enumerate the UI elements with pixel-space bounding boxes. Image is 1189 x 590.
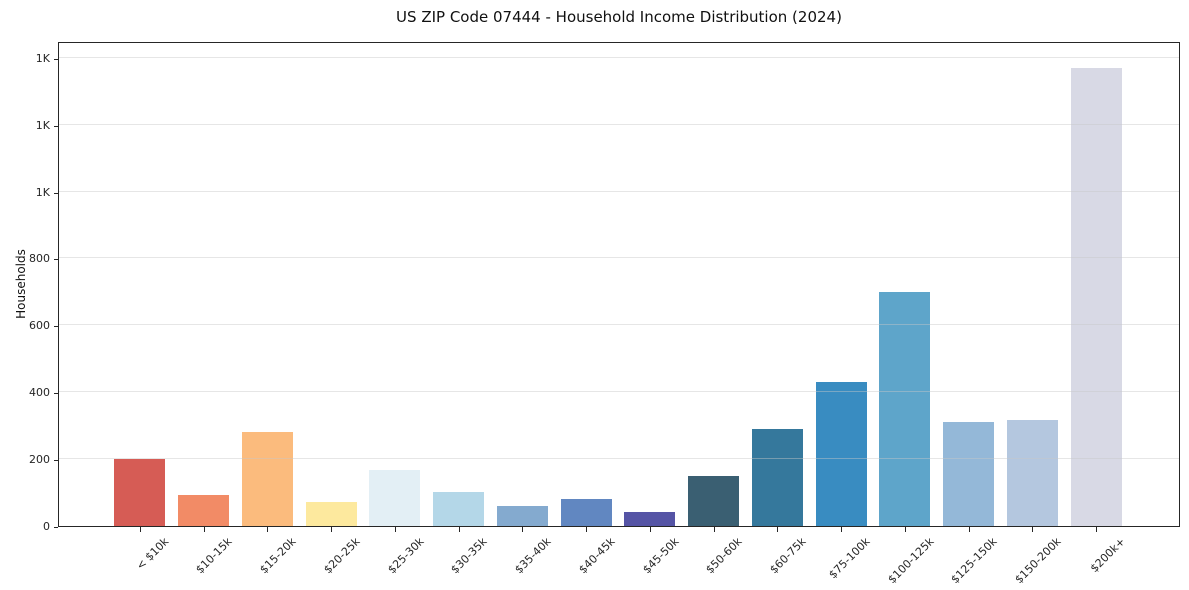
bar bbox=[751, 429, 803, 526]
y-tick-label: 1K bbox=[35, 118, 50, 132]
bar bbox=[241, 432, 293, 526]
x-tick-label: $25-30k bbox=[384, 535, 427, 577]
x-tick-label: $60-75k bbox=[767, 535, 809, 577]
x-tick-label: $45-50k bbox=[639, 535, 682, 577]
x-axis-tick-mark bbox=[649, 527, 651, 532]
x-axis-tick-mark bbox=[713, 527, 715, 532]
y-tick-label: 0 bbox=[43, 520, 50, 533]
x-axis-tick-mark bbox=[968, 527, 970, 532]
plot-area: < $10k $10-15k $15-20k $20-25k $25-30k $30-35… bbox=[58, 42, 1180, 586]
y-tick-label: 400 bbox=[29, 386, 50, 400]
y-tick-label: 200 bbox=[29, 453, 50, 467]
bar bbox=[879, 291, 931, 526]
bar-slot: $35-40k bbox=[491, 43, 555, 576]
y-axis-tick-mark bbox=[54, 259, 58, 261]
x-tick-label: $30-35k bbox=[448, 535, 490, 577]
y-axis-tick-mark bbox=[54, 460, 58, 462]
bar-slot: $25-30k bbox=[363, 43, 427, 576]
x-axis-tick-mark bbox=[586, 527, 588, 532]
x-axis-tick-mark bbox=[1096, 527, 1098, 532]
bar bbox=[369, 470, 421, 526]
y-axis-tick-mark bbox=[54, 58, 58, 60]
x-axis-tick-mark bbox=[203, 527, 205, 532]
bar-slot: $20-25k bbox=[299, 43, 363, 576]
bar bbox=[433, 492, 485, 526]
bar bbox=[560, 499, 612, 526]
x-tick-label: $125-150k bbox=[948, 535, 1000, 587]
y-axis-tick-mark bbox=[54, 192, 58, 194]
bar-slot: $100-125k bbox=[873, 43, 937, 586]
bar bbox=[688, 476, 740, 526]
bar-slot: $15-20k bbox=[236, 43, 300, 576]
x-tick-label: < $10k bbox=[133, 535, 172, 573]
y-axis-tick-mark bbox=[54, 527, 58, 528]
bar-slot: $30-35k bbox=[427, 43, 491, 576]
y-tick-label: 1K bbox=[35, 51, 50, 65]
x-tick-label: $75-100k bbox=[826, 535, 873, 582]
x-axis-tick-mark bbox=[331, 527, 333, 532]
x-tick-label: $50-60k bbox=[703, 535, 745, 577]
bar bbox=[114, 458, 166, 526]
y-axis-tick-mark bbox=[54, 326, 58, 328]
bar bbox=[305, 502, 357, 526]
y-tick-label: 1K bbox=[35, 185, 50, 199]
bar-slot: $10-15k bbox=[172, 43, 236, 576]
bar-slot: $45-50k bbox=[618, 43, 682, 576]
x-axis-tick-mark bbox=[841, 527, 843, 532]
y-tick-label: 800 bbox=[29, 252, 50, 266]
y-axis-tick-mark bbox=[54, 393, 58, 395]
x-axis-tick-mark bbox=[1032, 527, 1034, 532]
bar-slot: $125-150k bbox=[937, 43, 1001, 586]
bar bbox=[1006, 420, 1058, 526]
x-axis-tick-mark bbox=[458, 527, 460, 532]
y-tick-label: 600 bbox=[29, 319, 50, 333]
x-axis-tick-mark bbox=[267, 527, 269, 532]
bar-slot: $60-75k bbox=[746, 43, 810, 576]
x-tick-label: $100-125k bbox=[884, 535, 937, 587]
x-tick-label: $35-40k bbox=[512, 535, 554, 577]
bar-slot: $50-60k bbox=[682, 43, 746, 576]
x-tick-label: $40-45k bbox=[576, 535, 618, 577]
bar-slot: $150-200k bbox=[1001, 43, 1065, 586]
y-axis-tick-mark bbox=[54, 125, 58, 127]
bar-slot: < $10k bbox=[108, 43, 172, 573]
x-axis-tick-mark bbox=[139, 527, 141, 532]
bar bbox=[943, 422, 995, 526]
x-tick-label: $10-15k bbox=[193, 535, 235, 577]
bar-slot: $40-45k bbox=[554, 43, 618, 576]
bar-slot: $75-100k bbox=[809, 43, 873, 581]
bar bbox=[178, 494, 230, 526]
bar bbox=[815, 382, 867, 526]
x-axis-tick-mark bbox=[522, 527, 524, 532]
bars-container: < $10k $10-15k $15-20k $20-25k $25-30k $30-35… bbox=[59, 43, 1179, 586]
x-tick-label: $20-25k bbox=[321, 535, 363, 577]
bar-slot: $200k+ bbox=[1064, 43, 1128, 575]
bar bbox=[496, 506, 548, 526]
x-tick-label: $150-200k bbox=[1012, 535, 1064, 587]
x-axis-tick-mark bbox=[777, 527, 779, 532]
x-tick-label: $200k+ bbox=[1087, 535, 1128, 576]
chart-title: US ZIP Code 07444 - Household Income Dis… bbox=[396, 8, 842, 26]
x-tick-label: $15-20k bbox=[257, 535, 299, 577]
x-axis-tick-mark bbox=[394, 527, 396, 532]
bar bbox=[624, 512, 676, 526]
x-axis-tick-mark bbox=[904, 527, 906, 532]
bar bbox=[1070, 67, 1122, 526]
